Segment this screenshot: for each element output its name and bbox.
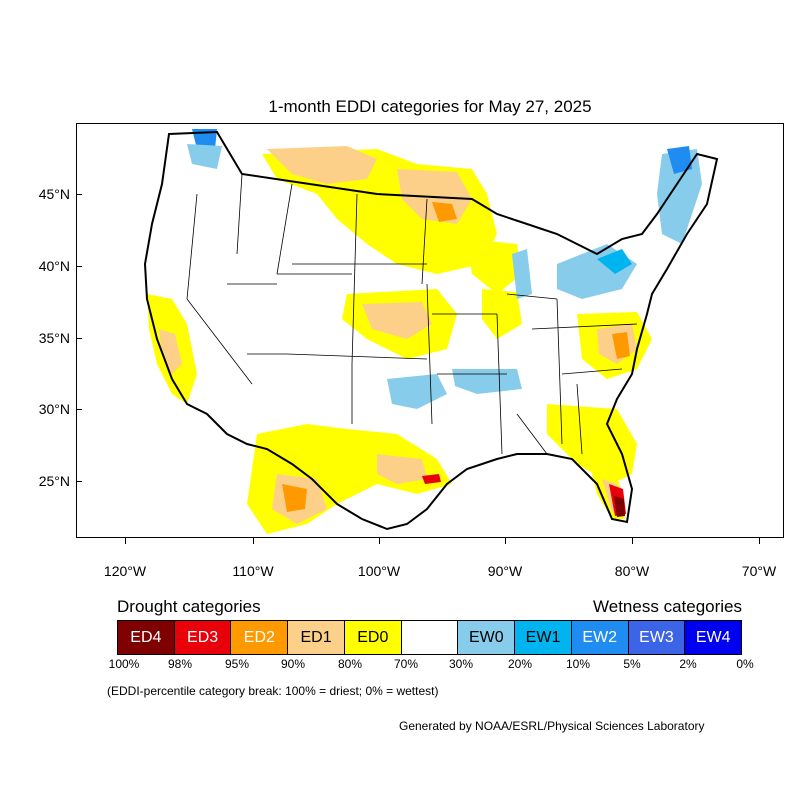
category-patches (147, 129, 702, 534)
legend-cell-ew0: EW0 (458, 621, 516, 654)
patch-ew0-michigan (512, 249, 532, 299)
patch-ed2-virginia (612, 332, 630, 359)
lon-label-110w: 110°W (232, 563, 274, 579)
patch-ew1-ny (597, 249, 632, 274)
lon-label-80w: 80°W (614, 563, 650, 579)
lon-label-90w: 90°W (487, 563, 523, 579)
lon-tick (505, 538, 506, 544)
legend-cell-ed1: ED1 (288, 621, 345, 654)
break-label: 20% (507, 657, 533, 671)
lon-label-100w: 100°W (357, 563, 401, 579)
break-label: 80% (337, 657, 363, 671)
patch-ew0-south (452, 369, 522, 394)
legend-cell-ed4: ED4 (118, 621, 175, 654)
patch-ew2-washington (192, 129, 217, 149)
lon-tick (759, 538, 760, 544)
drought-categories-heading: Drought categories (117, 597, 261, 616)
legend-cell-ed3: ED3 (174, 621, 232, 654)
legend-colorbar: ED4 ED3 ED2 ED1 ED0 EW0 EW1 EW2 EW3 EW4 (117, 620, 742, 655)
patch-ed0-midwest (467, 239, 522, 294)
legend-cell-ew1: EW1 (515, 621, 572, 654)
lat-label-35n: 35°N (38, 330, 70, 346)
lon-tick (379, 538, 380, 544)
category-break-note: (EDDI-percentile category break: 100% = … (107, 684, 439, 698)
break-label: 30% (448, 657, 474, 671)
lat-label-45n: 45°N (38, 186, 70, 202)
map-frame (76, 123, 784, 538)
break-label: 10% (565, 657, 591, 671)
legend-cell-ed0: ED0 (344, 621, 402, 654)
legend-cell-ew3: EW3 (628, 621, 686, 654)
patch-ew0-ozarks (387, 374, 447, 409)
legend-cell-ew4: EW4 (685, 621, 742, 654)
us-canada-border (241, 173, 473, 200)
break-label: 70% (393, 657, 419, 671)
patch-ed1-central (362, 302, 432, 339)
break-label: 100% (108, 657, 140, 671)
lat-tick (76, 338, 82, 339)
lon-label-70w: 70°W (741, 563, 777, 579)
legend-cell-neutral (401, 621, 459, 654)
break-label: 98% (167, 657, 193, 671)
lon-tick (632, 538, 633, 544)
break-label: 2% (679, 657, 697, 671)
patch-ed2-texas (282, 484, 307, 512)
lon-label-120w: 120°W (103, 563, 147, 579)
wetness-categories-heading: Wetness categories (593, 597, 742, 616)
us-outline (143, 130, 719, 531)
patch-ed3-houston (422, 474, 441, 484)
boundaries (143, 130, 719, 531)
patch-ed1-montana (267, 146, 377, 184)
lat-tick (76, 409, 82, 410)
patch-ew0-washington (187, 144, 222, 169)
patch-ed0-southeast (547, 404, 637, 484)
state-lines (186, 173, 638, 455)
lat-tick (76, 194, 82, 195)
credit-line: Generated by NOAA/ESRL/Physical Sciences… (399, 719, 705, 733)
break-label: 0% (736, 657, 754, 671)
lat-label-40n: 40°N (38, 258, 70, 274)
patch-ew0-new-england (657, 149, 702, 244)
lat-tick (76, 481, 82, 482)
conus-eddi-map (143, 129, 719, 534)
legend-cell-ew2: EW2 (571, 621, 629, 654)
patch-ew2-maine (667, 146, 692, 174)
patch-ed4-florida (614, 496, 625, 517)
lat-label-30n: 30°N (38, 401, 70, 417)
lon-tick (253, 538, 254, 544)
patch-ed1-california (159, 329, 182, 374)
break-label: 95% (224, 657, 250, 671)
patch-ed1-texas-e (377, 454, 427, 484)
patch-ew0-great-lakes (557, 244, 637, 299)
legend-cell-ed2: ED2 (231, 621, 289, 654)
lat-tick (76, 266, 82, 267)
break-label: 90% (280, 657, 306, 671)
map-title: 1-month EDDI categories for May 27, 2025 (268, 97, 592, 116)
lat-label-25n: 25°N (38, 473, 70, 489)
lon-tick (125, 538, 126, 544)
patch-ed2-mn (432, 202, 457, 222)
break-label: 5% (623, 657, 641, 671)
patch-ed0-illinois (482, 289, 522, 339)
